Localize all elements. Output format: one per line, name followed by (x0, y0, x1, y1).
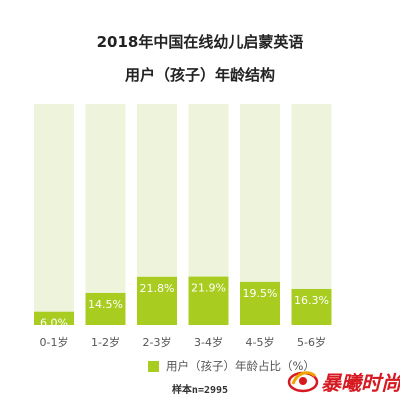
x-tick-label: 5-6岁 (297, 335, 326, 349)
sample-size-note: 样本n=2995 (171, 385, 229, 396)
data-label: 16.3% (294, 294, 329, 307)
bar (85, 292, 126, 325)
bar-track (34, 104, 74, 325)
bar (137, 276, 177, 325)
logo-swirl-icon (287, 371, 319, 393)
chart-legend: 用户（孩子）年龄占比（%） (148, 358, 315, 374)
x-tick-label: 1-2岁 (91, 335, 120, 349)
bar-track (85, 104, 126, 325)
x-tick-label: 2-3岁 (143, 335, 172, 349)
legend-label: 用户（孩子）年龄占比（%） (166, 359, 315, 373)
data-label: 14.5% (88, 298, 123, 311)
chart-subtitle: 用户（孩子）年龄结构 (124, 66, 275, 84)
data-label: 21.9% (191, 282, 226, 295)
bar-track (291, 104, 332, 325)
data-label: 19.5% (243, 287, 278, 300)
x-tick-label: 3-4岁 (194, 335, 223, 349)
data-label: 21.8% (140, 282, 175, 295)
x-tick-label: 0-1岁 (40, 335, 69, 349)
brand-logo: 暴曦时尚 (285, 364, 400, 396)
bar (291, 288, 332, 325)
logo-wordmark: 暴曦时尚 (321, 371, 400, 395)
bar (240, 281, 280, 325)
legend-swatch (148, 360, 159, 372)
x-tick-label: 4-5岁 (246, 335, 275, 349)
chart-title: 2018年中国在线幼儿启蒙英语 (96, 33, 304, 51)
bar (188, 276, 229, 325)
bar (34, 311, 74, 325)
data-label: 6.0% (40, 317, 68, 330)
